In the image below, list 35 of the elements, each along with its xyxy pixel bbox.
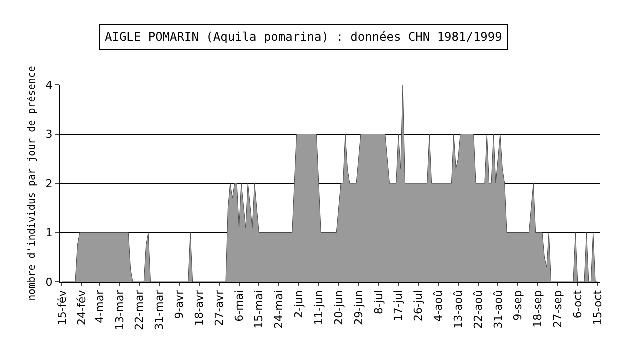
x-tick-label: 27-sep [552,290,565,328]
x-tick-label: 24-fév [76,290,89,326]
chart-title: AIGLE POMARIN (Aquila pomarina) : données CHN 1981/1999 [105,30,502,44]
x-tick-label: 18-avr [193,290,206,326]
x-tick-label: 20-jun [332,290,346,326]
x-tick-label: 29-jun [352,290,366,326]
x-tick-label: 2-jun [292,290,306,318]
x-tick-label: 15-mai [252,290,266,329]
x-tick-label: 8-jul [372,290,386,314]
x-tick-label: 24-mai [272,290,286,329]
x-tick-label: 17-jul [392,290,406,322]
x-tick-label: 13-aoû [452,290,465,329]
y-tick-label: 0 [46,276,53,289]
x-tick-label: 9-sep [512,290,525,321]
x-tick-label: 4-aoû [432,290,446,322]
x-tick-label: 27-avr [212,290,226,326]
x-tick-label: 9-avr [173,290,186,320]
x-tick-label: 15-oct [591,290,604,326]
y-axis-title: nombre d'individus par jour de présence [26,66,38,301]
x-tick-label: 6-oct [571,290,584,319]
x-tick-label: 22-mar [133,290,146,330]
x-tick-label: 15-fév [56,290,69,326]
y-tick-label: 1 [46,226,53,240]
x-tick-label: 4-mar [93,290,106,324]
y-tick-label: 3 [46,128,53,142]
y-tick-label: 2 [46,177,53,190]
x-tick-label: 31-mar [153,290,166,330]
x-tick-label: 18-sep [532,290,545,328]
x-tick-label: 26-jul [412,290,426,322]
x-tick-label: 13-mar [113,290,126,330]
x-tick-label: 11-jun [312,290,326,326]
y-tick-label: 4 [46,78,53,92]
x-tick-label: 31-aoû [492,290,505,329]
x-tick-label: 6-mai [232,290,246,322]
x-tick-label: 22-aoû [472,290,485,329]
